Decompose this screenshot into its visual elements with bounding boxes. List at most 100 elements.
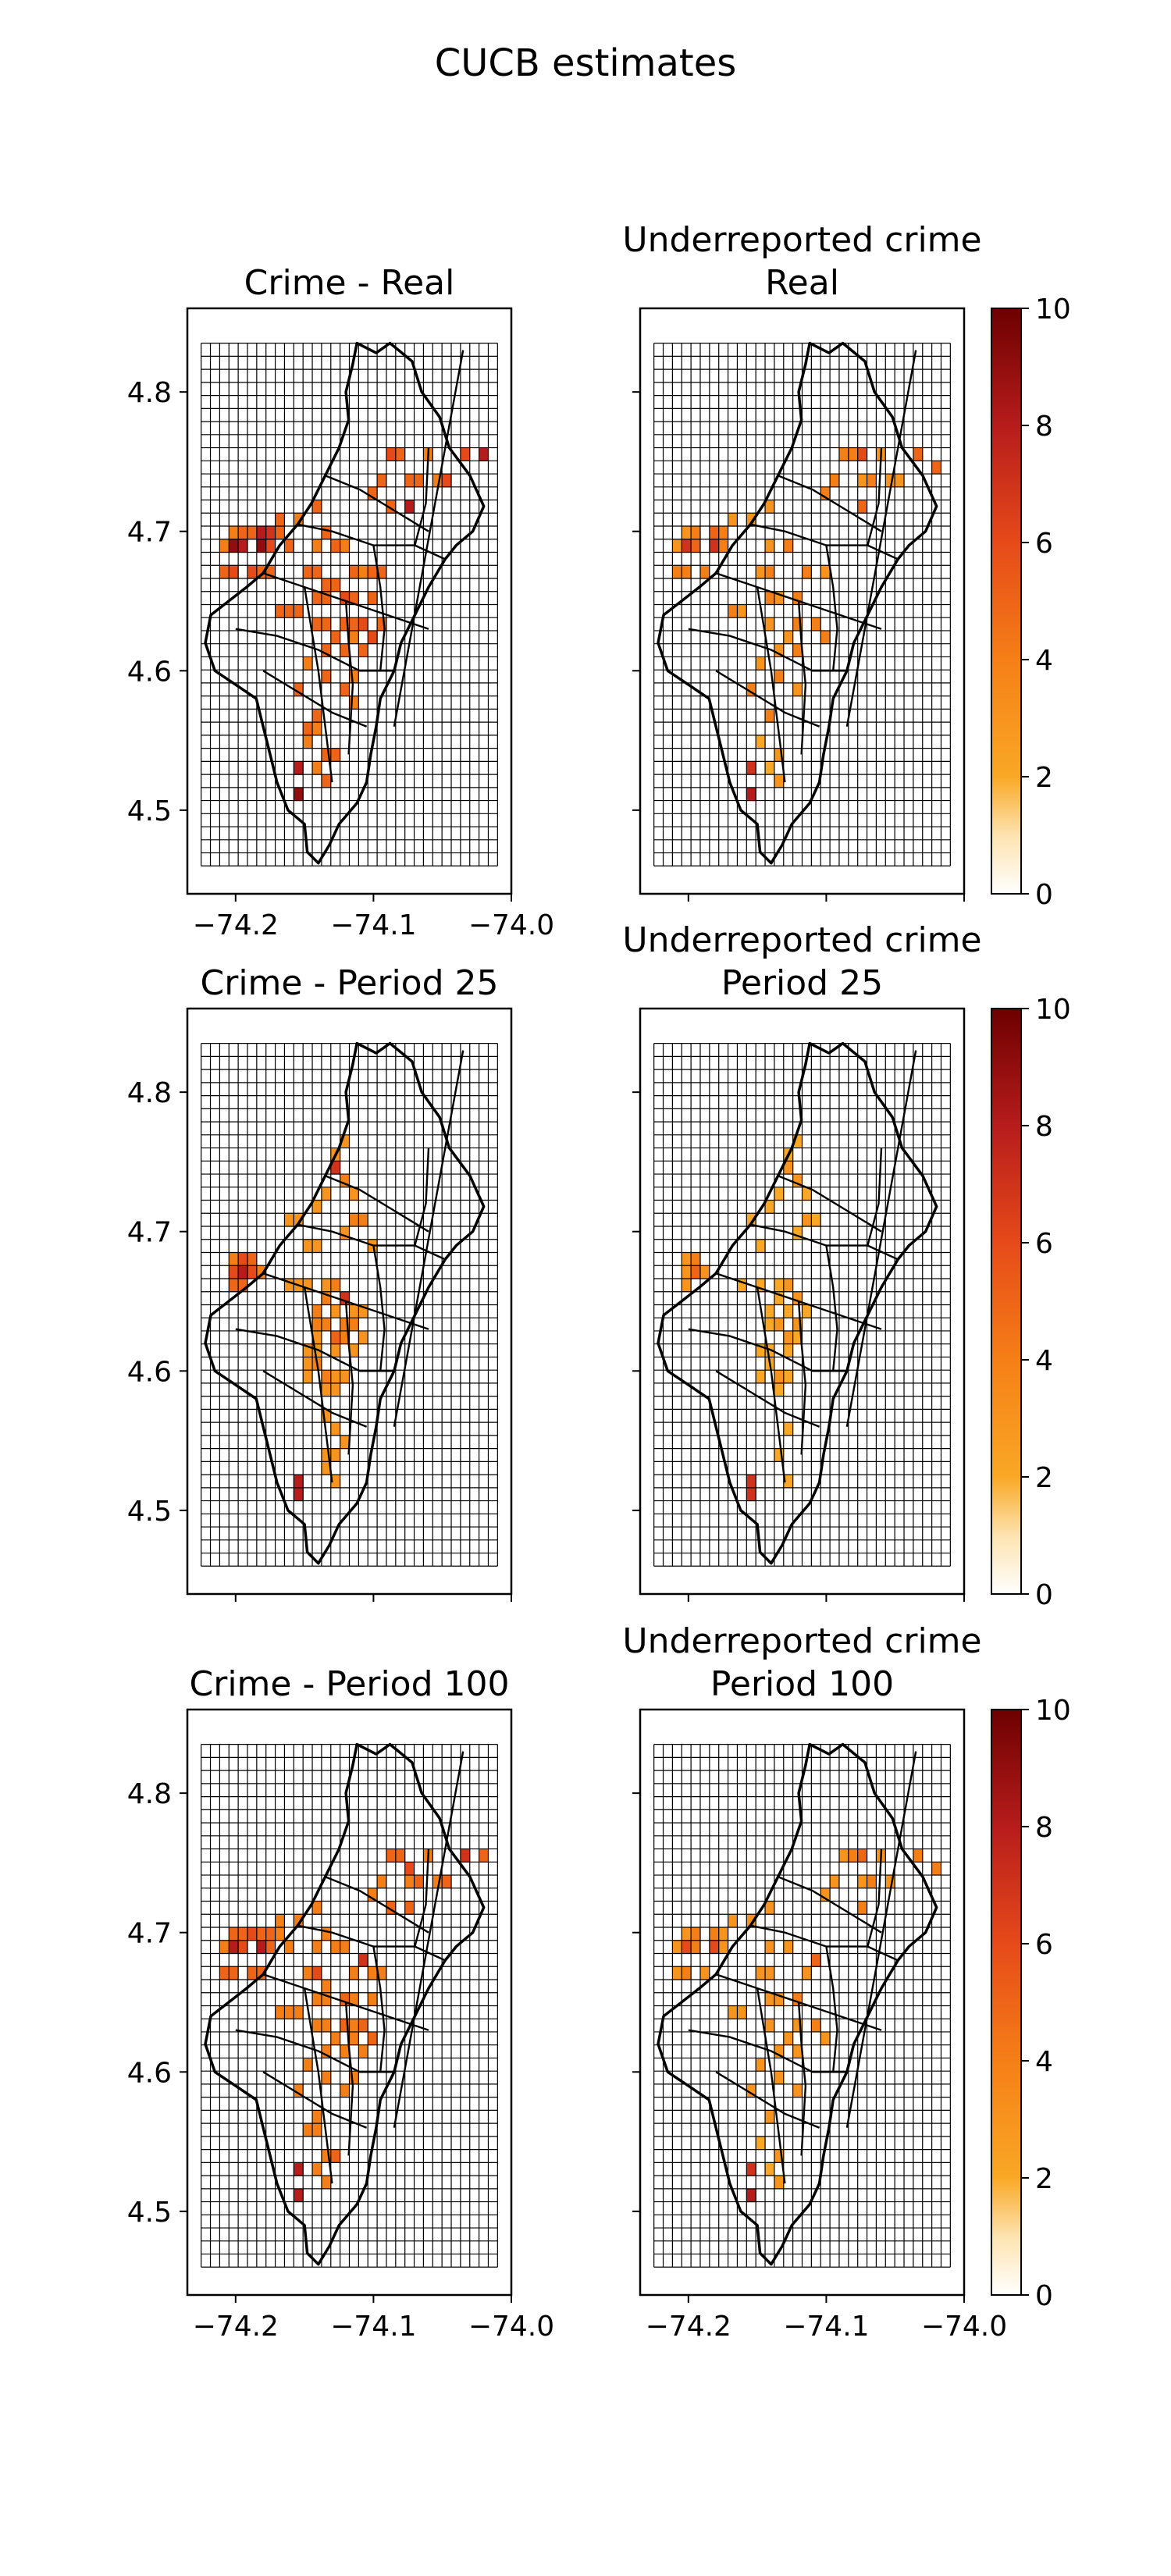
heatmap-cell [284, 2005, 294, 2019]
colorbar-tick-label: 10 [1035, 994, 1071, 1026]
district-boundary [867, 1848, 883, 1947]
heatmap-panel-5: 4.5 4.6 4.7 4.8 −74.2 −74.1 −74.0 Crime - Perio… [127, 1664, 554, 2343]
colorbar-tick-label: 8 [1035, 1111, 1053, 1143]
heatmap-cell [913, 1848, 924, 1863]
heatmap-cell [330, 539, 341, 553]
heatmap-cell [303, 656, 313, 671]
heatmap-cell [783, 1370, 794, 1384]
heatmap-cell [774, 1370, 785, 1384]
heatmap-cell [229, 1940, 239, 1955]
heatmap-cell [321, 617, 332, 632]
colorbar-tick-label: 4 [1035, 1345, 1053, 1377]
district-boundary [235, 1328, 394, 1372]
colorbar [991, 1709, 1022, 2296]
heatmap-cell [691, 1252, 701, 1266]
heatmap-cell [765, 1200, 775, 1214]
heatmap-cell [303, 1239, 313, 1254]
district-boundary [414, 1848, 430, 1947]
district-boundary [867, 1147, 883, 1246]
heatmap-cell [765, 709, 775, 723]
region-outline [657, 1041, 938, 1565]
heatmap-cell [238, 526, 248, 540]
heatmap-cell [792, 643, 803, 658]
heatmap-cell [349, 565, 359, 579]
colorbar-tick-label: 2 [1035, 762, 1053, 794]
heatmap-cell [802, 1213, 812, 1227]
heatmap-cell [247, 1927, 258, 1941]
heatmap-cell [321, 1187, 332, 1201]
heatmap-cell [321, 2019, 332, 2033]
heatmap-cell [746, 2188, 756, 2203]
heatmap-cell [238, 1940, 248, 1955]
heatmap-cell [765, 1901, 775, 1915]
district-boundary [262, 2071, 368, 2129]
district-boundary [344, 600, 354, 755]
heatmap-cell [340, 1291, 351, 1306]
heatmap-cell [377, 565, 387, 579]
heatmap-cell [756, 565, 766, 579]
district-boundary [867, 447, 883, 546]
district-boundary [715, 1370, 820, 1428]
heatmap-cell [765, 2019, 775, 2033]
heatmap-cell [811, 2019, 821, 2033]
district-boundary [756, 1286, 786, 1483]
colorbar-tick-label: 0 [1035, 2280, 1053, 2312]
district-boundary [715, 670, 820, 728]
heatmap-cell [746, 761, 756, 775]
heatmap-cell [340, 2044, 351, 2059]
heatmap-cell [368, 486, 378, 501]
axes-frame [639, 307, 966, 895]
heatmap-cell [756, 2136, 766, 2151]
heatmap-cell [229, 1278, 239, 1293]
heatmap-cell [867, 474, 877, 488]
y-tick-label: 4.7 [127, 1918, 172, 1950]
heatmap-cell [294, 1487, 304, 1502]
heatmap-cell [358, 565, 368, 579]
heatmap-cell [691, 1940, 701, 1955]
district-boundary [262, 1370, 368, 1428]
colorbar-tick-label: 2 [1035, 2163, 1053, 2195]
heatmap-cell [358, 1213, 368, 1227]
heatmap-cell [312, 1304, 322, 1318]
heatmap-cell [321, 1278, 332, 1293]
heatmap-cell [404, 474, 415, 488]
heatmap-cell [321, 1318, 332, 1332]
x-tick-label: −74.2 [646, 2311, 731, 2343]
heatmap-cell [340, 539, 351, 553]
heatmap-cell [783, 1330, 794, 1345]
district-boundary [778, 475, 882, 532]
colorbar-tick-label: 10 [1035, 294, 1071, 326]
heatmap-cell [321, 1927, 332, 1941]
heatmap-cell [312, 565, 322, 579]
heatmap-cell [294, 604, 304, 618]
heatmap-cell [746, 1213, 756, 1227]
colorbar-tick-label: 2 [1035, 1462, 1053, 1494]
district-boundary [825, 1245, 838, 1372]
heatmap-cell [746, 787, 756, 802]
heatmap-cell [718, 539, 729, 553]
district-boundary [797, 1300, 807, 1455]
y-tick-label: 4.5 [127, 795, 172, 827]
heatmap-cell [783, 1422, 794, 1436]
colorbar-tick-label: 0 [1035, 1579, 1053, 1611]
colorbar-tick-label: 8 [1035, 1812, 1053, 1844]
heatmap-cell [321, 643, 332, 658]
heatmap-cell [857, 500, 868, 514]
heatmap-cell [672, 1940, 682, 1955]
region-outline [204, 1041, 486, 1565]
panel-title: Period 100 [710, 1664, 894, 1704]
colorbar-tick-label: 8 [1035, 411, 1053, 443]
heatmap-cell [340, 1370, 351, 1384]
heatmap-cell [358, 1953, 368, 1967]
heatmap-cell [312, 722, 322, 736]
heatmap-cell [303, 1357, 313, 1371]
colorbar-tick-label: 6 [1035, 1929, 1053, 1961]
district-boundary [303, 1987, 333, 2184]
heatmap-cell [312, 1200, 322, 1214]
heatmap-cell [699, 1265, 710, 1279]
heatmap-cell [756, 1966, 766, 1980]
heatmap-cell [330, 1343, 341, 1358]
colorbar-tick-label: 4 [1035, 645, 1053, 677]
heatmap-cell [294, 2005, 304, 2019]
heatmap-cell [783, 1278, 794, 1293]
